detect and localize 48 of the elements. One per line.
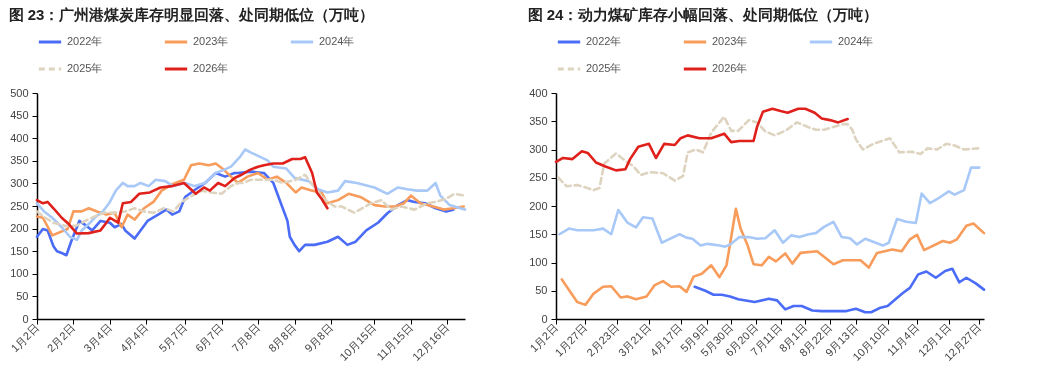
legend-label: 2026年 — [712, 62, 748, 74]
legend-label: 2022年 — [67, 35, 103, 47]
y-tick-label: 0 — [541, 312, 548, 325]
chart-title: 图 23：广州港煤炭库存明显回落、处同期低位（万吨） — [8, 6, 375, 23]
y-tick-label: 50 — [16, 289, 29, 302]
y-tick-label: 450 — [10, 109, 29, 122]
y-tick-label: 300 — [529, 143, 548, 155]
x-tick-label: 6月7日 — [192, 321, 226, 355]
line-series — [693, 267, 986, 314]
x-tick-label: 5月7日 — [156, 321, 190, 355]
y-tick-label: 300 — [10, 176, 29, 189]
legend-label: 2024年 — [319, 35, 355, 47]
legend-label: 2026年 — [193, 62, 229, 74]
x-tick-label: 4月4日 — [117, 321, 151, 355]
y-tick-label: 0 — [22, 312, 29, 325]
x-tick-label: 2月2日 — [44, 321, 78, 355]
y-tick-label: 100 — [529, 256, 548, 268]
legend-label: 2025年 — [586, 62, 622, 74]
y-tick-label: 200 — [529, 199, 548, 212]
y-tick-label: 350 — [529, 114, 548, 127]
y-tick-label: 150 — [529, 227, 548, 240]
legend-label: 2023年 — [193, 35, 229, 47]
line-series — [35, 148, 467, 242]
legend-label: 2022年 — [586, 35, 622, 47]
legend-label: 2025年 — [67, 62, 103, 74]
x-tick-label: 7月8日 — [229, 321, 263, 355]
y-tick-label: 100 — [10, 267, 29, 280]
y-tick-label: 400 — [10, 131, 29, 144]
line-series — [35, 173, 467, 228]
y-tick-label: 500 — [10, 86, 29, 99]
y-tick-label: 50 — [535, 284, 548, 297]
line-series — [557, 115, 980, 192]
y-tick-label: 400 — [529, 86, 548, 99]
x-tick-label: 9月8日 — [302, 321, 335, 355]
y-tick-label: 150 — [10, 244, 29, 257]
line-series — [558, 166, 981, 248]
legend-label: 2023年 — [712, 35, 748, 47]
line-series — [560, 207, 986, 307]
chart-title: 图 24：动力煤矿库存小幅回落、处同期低位（万吨） — [527, 6, 879, 23]
y-tick-label: 200 — [10, 222, 29, 235]
x-tick-label: 8月8日 — [265, 321, 299, 355]
legend-label: 2024年 — [838, 35, 874, 47]
line-series — [35, 155, 329, 235]
line-series — [554, 107, 849, 172]
y-tick-label: 250 — [10, 199, 29, 212]
y-tick-label: 350 — [10, 154, 29, 167]
x-tick-label: 3月4日 — [81, 321, 114, 355]
y-tick-label: 250 — [529, 171, 548, 184]
